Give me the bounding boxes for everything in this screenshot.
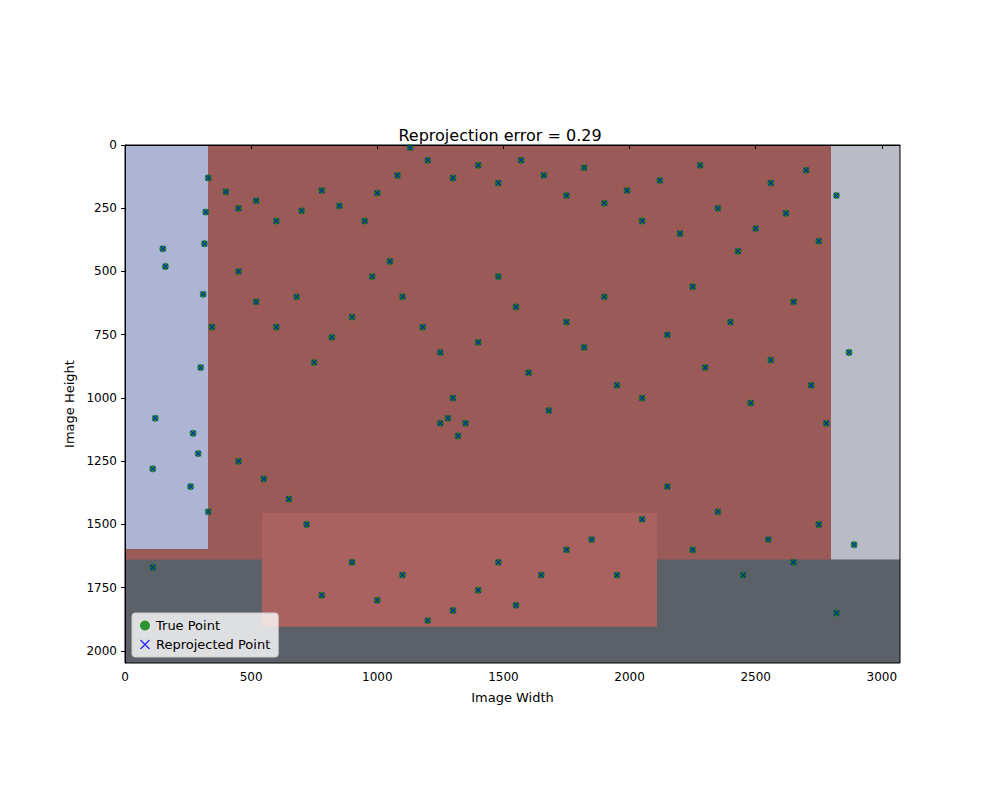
svg-text:Image Width: Image Width — [471, 690, 554, 705]
svg-text:2000: 2000 — [614, 670, 645, 684]
svg-text:Image Height: Image Height — [62, 360, 77, 448]
svg-text:3000: 3000 — [867, 670, 898, 684]
svg-text:500: 500 — [94, 264, 117, 278]
svg-text:1250: 1250 — [86, 454, 117, 468]
svg-text:True Point: True Point — [155, 618, 220, 633]
svg-text:1750: 1750 — [86, 581, 117, 595]
svg-text:0: 0 — [121, 670, 129, 684]
svg-text:250: 250 — [94, 201, 117, 215]
svg-text:1500: 1500 — [86, 517, 117, 531]
svg-text:1500: 1500 — [488, 670, 519, 684]
svg-text:750: 750 — [94, 328, 117, 342]
svg-text:0: 0 — [109, 138, 117, 152]
svg-text:500: 500 — [240, 670, 263, 684]
svg-text:1000: 1000 — [362, 670, 393, 684]
svg-text:1000: 1000 — [86, 391, 117, 405]
svg-text:2500: 2500 — [740, 670, 771, 684]
svg-text:2000: 2000 — [86, 644, 117, 658]
svg-text:Reprojected Point: Reprojected Point — [156, 637, 270, 652]
svg-text:Reprojection error = 0.29: Reprojection error = 0.29 — [398, 126, 601, 145]
